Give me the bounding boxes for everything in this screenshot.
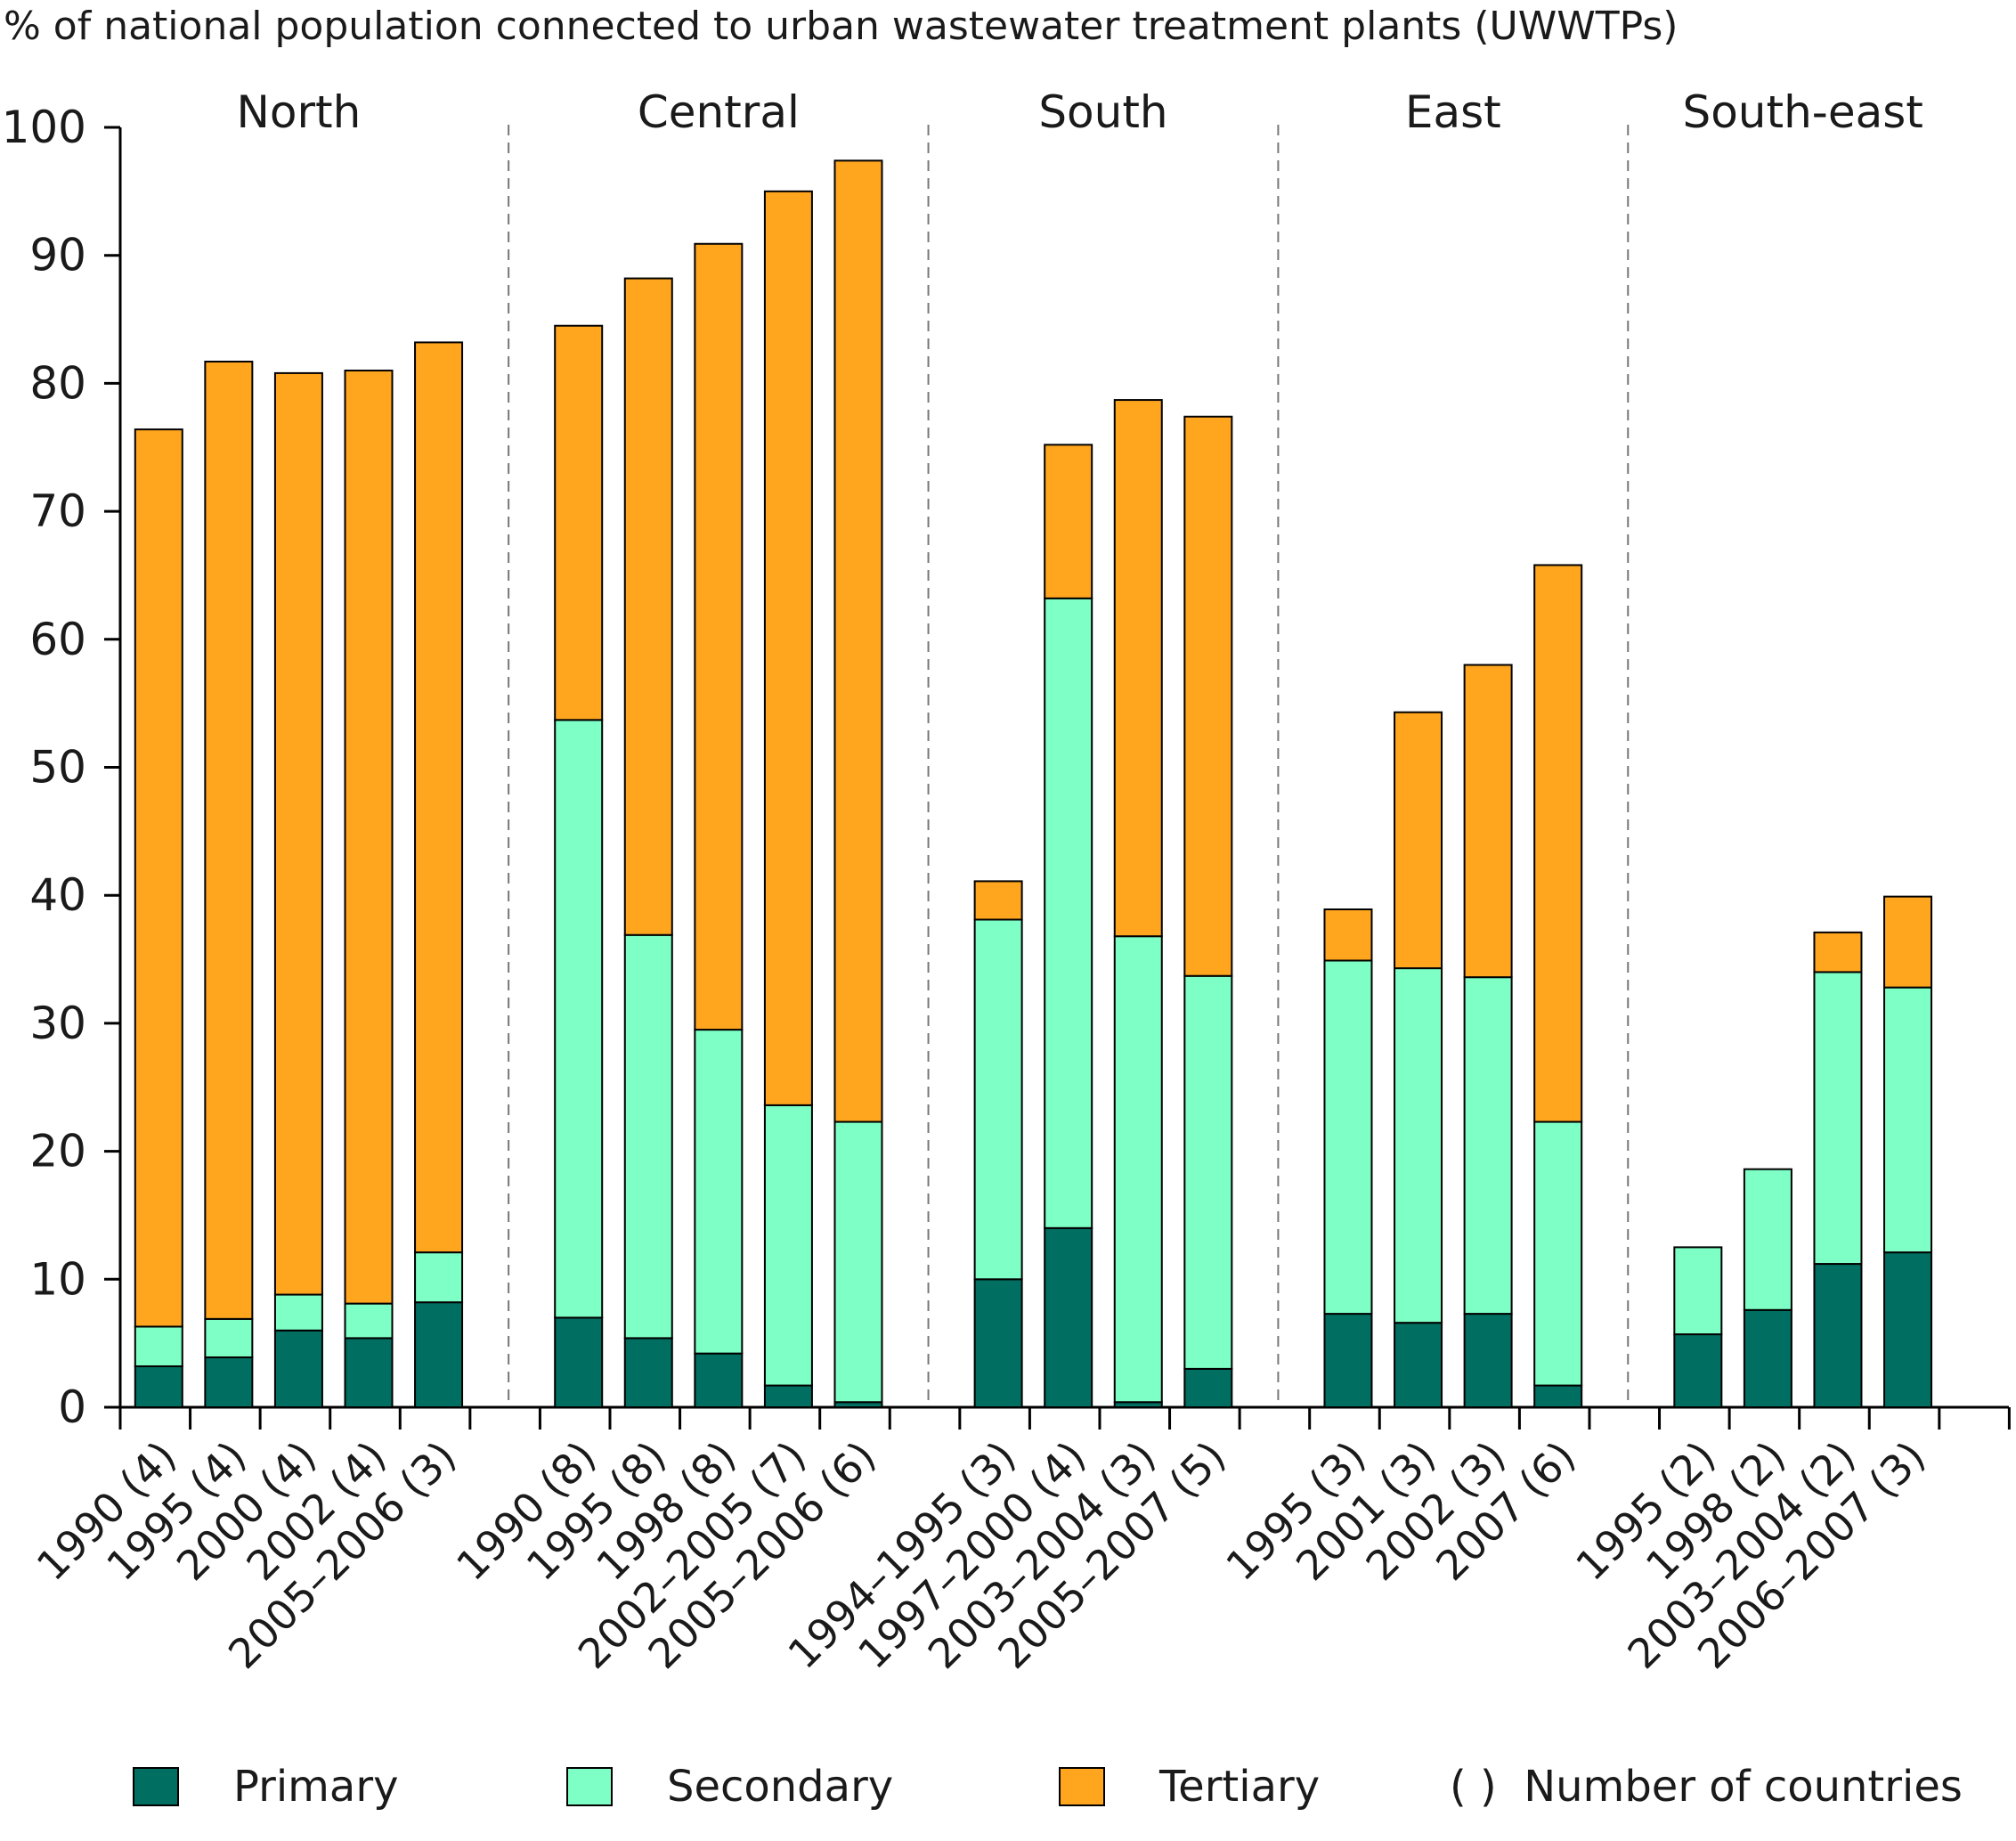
bar-segment-secondary	[1673, 1246, 1723, 1336]
y-tick-label: 0	[58, 1381, 86, 1433]
legend-swatch-secondary	[566, 1767, 613, 1806]
bar-segment-tertiary	[1813, 931, 1863, 973]
group-label: South-east	[1682, 86, 1923, 138]
bar-segment-secondary	[134, 1325, 183, 1368]
bar-segment-primary	[414, 1301, 464, 1409]
bar-segment-primary	[204, 1356, 254, 1409]
bar-segment-tertiary	[344, 370, 394, 1305]
legend-note: ( ) Number of countries	[1450, 1762, 1963, 1812]
bar-segment-secondary	[1323, 959, 1373, 1316]
bar-segment-primary	[1673, 1333, 1723, 1408]
y-tick-label: 50	[29, 742, 86, 794]
y-tick-label: 80	[29, 357, 86, 409]
bar-segment-secondary	[554, 719, 604, 1319]
bar-segment-tertiary	[1113, 399, 1163, 938]
bar-segment-tertiary	[554, 324, 604, 721]
y-tick-label: 10	[29, 1253, 86, 1305]
group-label: Central	[638, 86, 800, 138]
bar-segment-primary	[1883, 1251, 1933, 1409]
bar-segment-secondary	[1533, 1120, 1583, 1387]
bar-segment-primary	[554, 1316, 604, 1409]
bar-segment-secondary	[833, 1120, 883, 1404]
bar-segment-secondary	[344, 1302, 394, 1340]
bar-segment-primary	[273, 1329, 323, 1409]
bar-segment-tertiary	[833, 159, 883, 1123]
bar-segment-primary	[1463, 1313, 1513, 1408]
bar-segment-primary	[1183, 1367, 1233, 1409]
bar-segment-tertiary	[134, 428, 183, 1328]
bar-segment-tertiary	[273, 371, 323, 1296]
y-tick-label: 100	[2, 102, 86, 153]
bar-segment-primary	[1323, 1313, 1373, 1408]
chart-title: % of national population connected to ur…	[4, 4, 1678, 49]
bar-segment-primary	[1044, 1226, 1093, 1408]
y-tick-label: 60	[29, 614, 86, 665]
bar-segment-primary	[973, 1278, 1023, 1409]
y-tick-label: 90	[29, 230, 86, 281]
bar-segment-tertiary	[763, 190, 813, 1106]
y-tick-label: 20	[29, 1126, 86, 1177]
bar-segment-primary	[1533, 1384, 1583, 1409]
bar-segment-secondary	[1044, 597, 1093, 1229]
bar-segment-tertiary	[414, 341, 464, 1254]
legend: Primary Secondary Tertiary ( ) Number of co…	[133, 1762, 1963, 1812]
legend-label: Primary	[233, 1762, 398, 1812]
bar-segment-secondary	[1113, 935, 1163, 1404]
bar-segment-primary	[1743, 1308, 1792, 1408]
bar-segment-secondary	[1813, 971, 1863, 1266]
bar-segment-tertiary	[1463, 664, 1513, 979]
bar-segment-secondary	[763, 1104, 813, 1387]
bar-segment-tertiary	[1883, 895, 1933, 989]
bar-segment-primary	[1394, 1322, 1443, 1408]
bar-segment-secondary	[1743, 1168, 1792, 1311]
bar-segment-primary	[134, 1365, 183, 1408]
y-tick-label: 70	[29, 485, 86, 537]
bar-segment-secondary	[694, 1029, 744, 1355]
y-tick-label: 40	[29, 869, 86, 921]
bar-segment-secondary	[1394, 967, 1443, 1324]
bar-segment-secondary	[623, 933, 673, 1340]
bar-segment-tertiary	[1394, 711, 1443, 970]
bar-segment-secondary	[273, 1293, 323, 1332]
group-label: South	[1038, 86, 1167, 138]
legend-swatch-tertiary	[1059, 1767, 1105, 1806]
bar-segment-secondary	[1883, 986, 1933, 1254]
bar-segment-secondary	[1463, 976, 1513, 1316]
bar-segment-tertiary	[1183, 415, 1233, 977]
bar-segment-primary	[623, 1337, 673, 1408]
bar-segment-tertiary	[1323, 908, 1373, 962]
bar-segment-tertiary	[1533, 564, 1583, 1123]
bar-segment-primary	[1813, 1263, 1863, 1409]
legend-label: Secondary	[667, 1762, 893, 1812]
y-tick-label: 30	[29, 998, 86, 1049]
group-label: East	[1405, 86, 1501, 138]
bar-segment-primary	[763, 1384, 813, 1409]
bar-segment-primary	[694, 1352, 744, 1408]
group-label: North	[237, 86, 362, 138]
bar-segment-secondary	[973, 918, 1023, 1281]
bar-segment-tertiary	[623, 277, 673, 936]
legend-swatch-primary	[133, 1767, 179, 1806]
legend-label: Tertiary	[1158, 1762, 1320, 1812]
bar-segment-tertiary	[973, 880, 1023, 921]
bar-segment-secondary	[414, 1251, 464, 1304]
bar-segment-tertiary	[204, 360, 254, 1320]
bar-segment-tertiary	[694, 242, 744, 1031]
bar-segment-tertiary	[1044, 444, 1093, 599]
bar-segment-secondary	[204, 1317, 254, 1358]
bar-segment-primary	[344, 1337, 394, 1408]
bar-segment-secondary	[1183, 974, 1233, 1370]
